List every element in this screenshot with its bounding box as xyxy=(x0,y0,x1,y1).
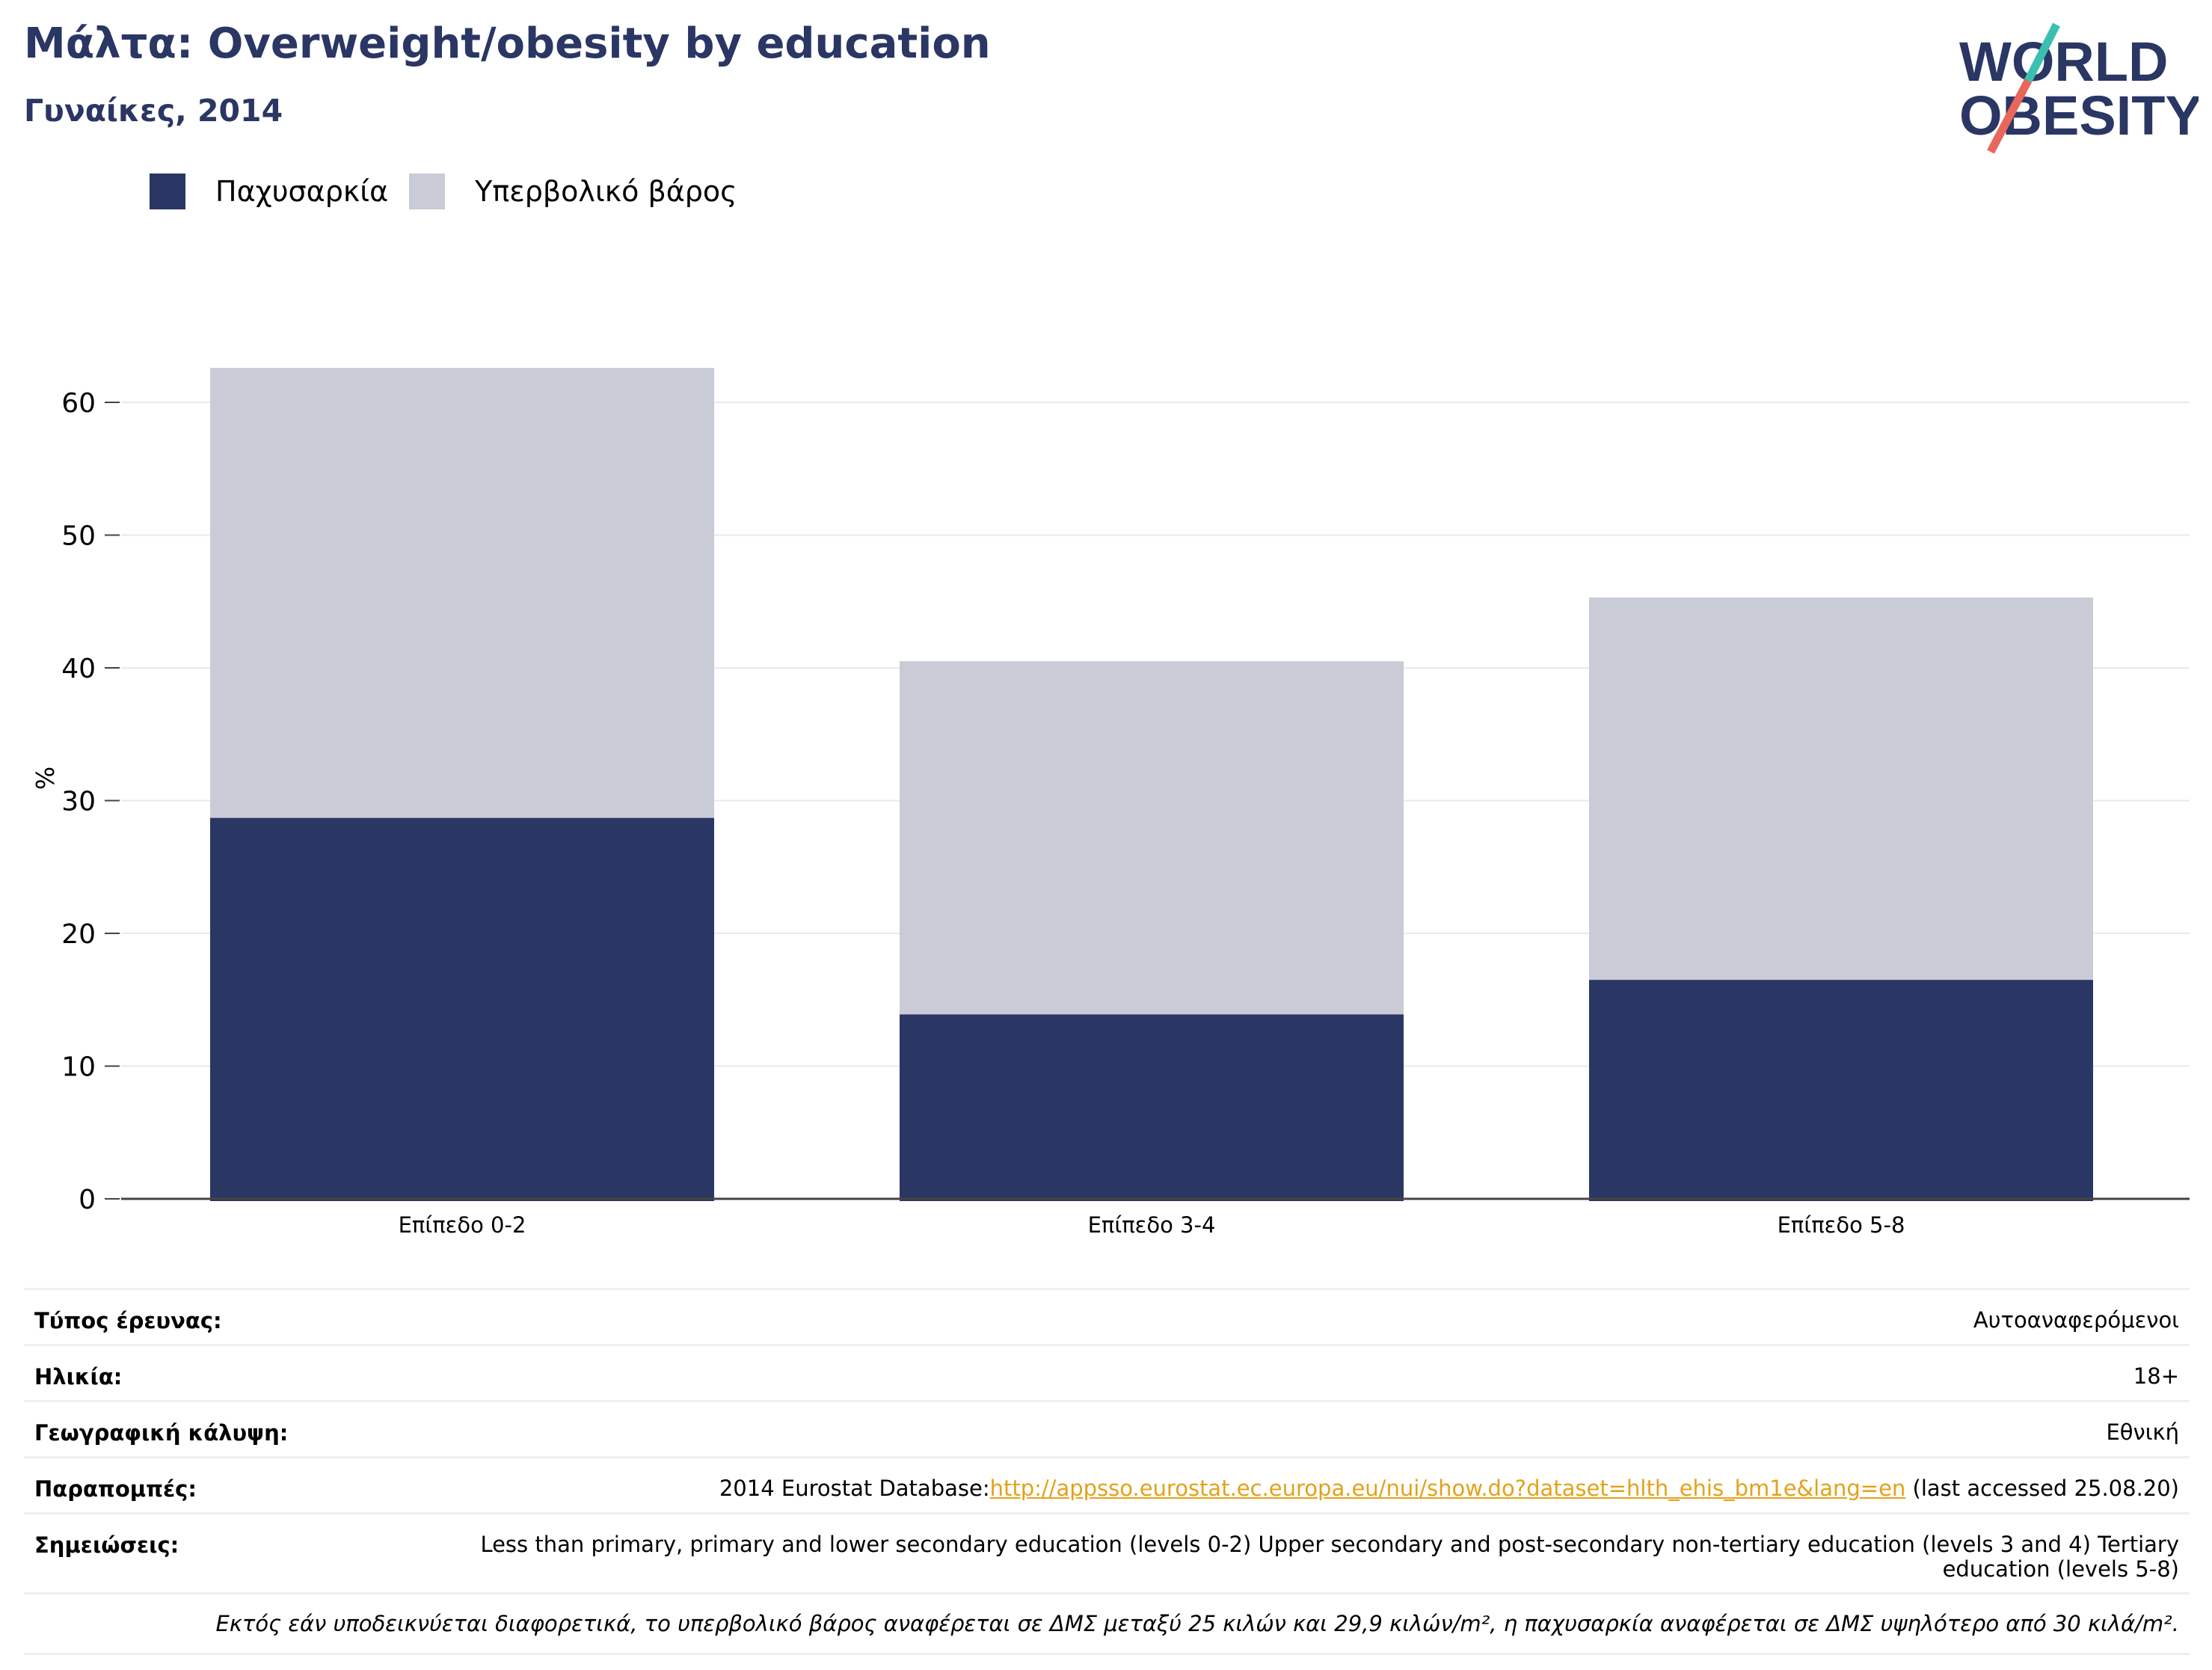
reference-suffix: (last accessed 25.08.20) xyxy=(1905,1476,2180,1501)
legend-swatch-overweight xyxy=(409,174,446,209)
y-tick-label: 20 xyxy=(61,919,96,950)
x-axis-ticks: Επίπεδο 0-2 Επίπεδο 3-4 Επίπεδο 5-8 xyxy=(399,1212,1905,1238)
x-tick-label: Επίπεδο 3-4 xyxy=(1088,1212,1216,1238)
metadata-table: Τύπος έρευνας: Αυτοαναφερόμενοι Ηλικία: … xyxy=(24,1288,2190,1655)
legend-label-obesity: Παχυσαρκία xyxy=(215,175,389,208)
y-tick-label: 30 xyxy=(61,787,96,817)
bar-segment-obesity[interactable] xyxy=(210,817,714,1201)
meta-value: Εθνική xyxy=(2106,1419,2179,1445)
legend-label-overweight: Υπερβολικό βάρος xyxy=(475,175,737,208)
logo-slash-coral xyxy=(1987,79,2032,154)
meta-key: Γεωγραφική κάλυψη: xyxy=(34,1420,289,1446)
legend-item-overweight[interactable]: Υπερβολικό βάρος xyxy=(409,174,737,209)
bar-segment-obesity[interactable] xyxy=(1589,980,2093,1201)
bar-segment-overweight[interactable] xyxy=(1589,597,2093,980)
logo-text-world: WORLD xyxy=(1959,31,2169,93)
world-obesity-logo: WORLD OBESITY xyxy=(1959,22,2199,154)
meta-key: Ηλικία: xyxy=(34,1364,123,1390)
bars xyxy=(210,367,2093,1201)
bar-segment-overweight[interactable] xyxy=(900,661,1404,1015)
chart-subtitle: Γυναίκες, 2014 xyxy=(24,93,283,129)
bmi-definition-note: Εκτός εάν υποδεικνύεται διαφορετικά, το … xyxy=(24,1592,2190,1655)
meta-row-references: Παραπομπές: 2014 Eurostat Database:http:… xyxy=(24,1456,2190,1512)
legend-item-obesity[interactable]: Παχυσαρκία xyxy=(150,174,388,209)
chart-title: Μάλτα: Overweight/obesity by education xyxy=(24,19,991,68)
bar-segment-obesity[interactable] xyxy=(900,1014,1404,1201)
y-tick-label: 10 xyxy=(61,1052,96,1083)
meta-key: Τύπος έρευνας: xyxy=(34,1308,222,1333)
y-tick-label: 0 xyxy=(79,1185,96,1215)
logo-slash-teal xyxy=(2024,22,2060,83)
meta-value: 2014 Eurostat Database:http://appsso.eur… xyxy=(719,1476,2179,1501)
meta-row-notes: Σημειώσεις: Less than primary, primary a… xyxy=(24,1512,2190,1592)
legend-swatch-obesity xyxy=(150,174,185,209)
meta-value: 18+ xyxy=(2133,1363,2179,1389)
meta-value: Less than primary, primary and lower sec… xyxy=(480,1532,2179,1582)
meta-value: Αυτοαναφερόμενοι xyxy=(1973,1307,2179,1333)
x-tick-label: Επίπεδο 5-8 xyxy=(1778,1212,1905,1238)
x-tick-label: Επίπεδο 0-2 xyxy=(399,1212,526,1238)
reference-link[interactable]: http://appsso.eurostat.ec.europa.eu/nui/… xyxy=(989,1476,1906,1501)
meta-key: Σημειώσεις: xyxy=(34,1532,179,1558)
chart-legend: Παχυσαρκία Υπερβολικό βάρος xyxy=(150,172,758,211)
y-tick-label: 50 xyxy=(61,521,96,552)
meta-key: Παραπομπές: xyxy=(34,1476,197,1502)
meta-row-age: Ηλικία: 18+ xyxy=(24,1344,2190,1400)
y-tick-label: 40 xyxy=(61,654,96,684)
y-tick-label: 60 xyxy=(61,388,96,419)
meta-row-coverage: Γεωγραφική κάλυψη: Εθνική xyxy=(24,1400,2190,1456)
y-axis-ticks: 0 10 20 30 40 50 60 xyxy=(61,388,120,1215)
bar-segment-overweight[interactable] xyxy=(210,367,714,818)
meta-row-survey-type: Τύπος έρευνας: Αυτοαναφερόμενοι xyxy=(24,1288,2190,1344)
y-axis-label: % xyxy=(31,767,60,790)
reference-prefix: 2014 Eurostat Database: xyxy=(719,1476,990,1501)
